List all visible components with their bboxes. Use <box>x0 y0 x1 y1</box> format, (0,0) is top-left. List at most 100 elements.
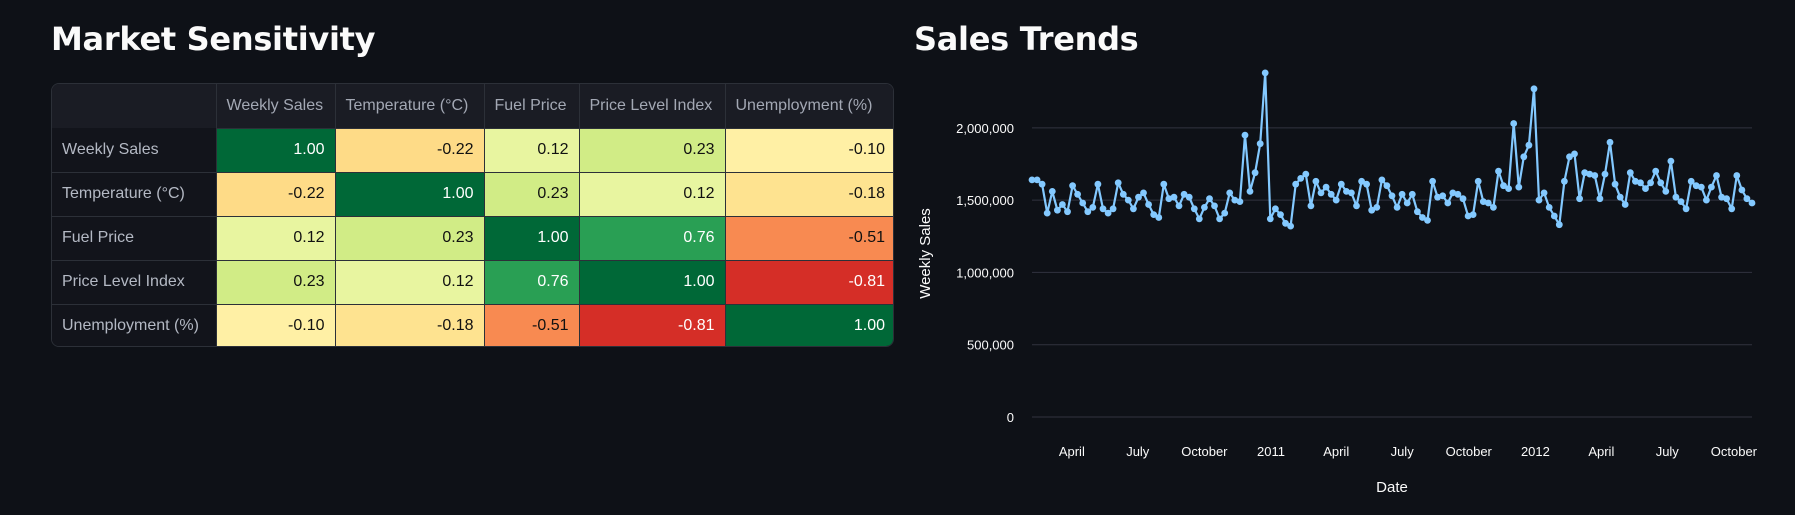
correlation-cell[interactable]: 0.23 <box>334 215 485 261</box>
data-point <box>1748 199 1756 207</box>
data-point <box>1632 177 1639 185</box>
data-point <box>1216 215 1223 223</box>
data-point <box>1429 177 1436 185</box>
data-point <box>1616 193 1624 201</box>
data-point <box>1140 189 1147 197</box>
data-point <box>1388 192 1396 200</box>
data-point <box>1500 182 1507 190</box>
data-point <box>1692 182 1700 190</box>
data-point <box>1555 221 1563 229</box>
data-point <box>1490 204 1497 211</box>
data-point <box>1566 153 1573 161</box>
correlation-cell[interactable]: 0.23 <box>578 127 726 173</box>
correlation-cell[interactable]: 0.12 <box>578 171 726 217</box>
data-point <box>1195 215 1203 223</box>
correlation-cell[interactable]: -0.22 <box>334 127 485 173</box>
correlation-cell[interactable]: 1.00 <box>483 215 580 261</box>
correlation-cell[interactable]: 0.12 <box>483 127 580 173</box>
data-point <box>1723 195 1730 203</box>
data-point <box>1708 183 1715 191</box>
x-tick-label: October <box>1446 444 1493 459</box>
correlation-cell[interactable]: 1.00 <box>334 171 485 217</box>
data-point <box>1358 177 1365 185</box>
sales-line <box>1032 71 1753 228</box>
data-point <box>1119 190 1127 198</box>
data-point <box>1733 172 1741 179</box>
column-header[interactable]: Unemployment (%) <box>724 84 893 128</box>
y-axis-title: Weekly Sales <box>917 208 934 299</box>
data-point <box>1586 170 1594 178</box>
data-point <box>1439 192 1447 200</box>
data-point <box>1069 182 1076 190</box>
data-point <box>1657 179 1665 187</box>
data-point <box>1084 208 1092 216</box>
correlation-cell[interactable]: -0.10 <box>724 127 893 173</box>
correlation-cell[interactable]: -0.18 <box>724 171 893 217</box>
data-point <box>1272 205 1279 213</box>
correlation-cell[interactable]: 1.00 <box>724 303 893 346</box>
data-point <box>1266 215 1274 223</box>
correlation-cell[interactable]: -0.81 <box>578 303 726 346</box>
data-point <box>1469 211 1477 219</box>
data-point <box>1043 209 1051 217</box>
data-point <box>1206 195 1213 203</box>
x-axis-title: Date <box>1376 479 1408 496</box>
data-point <box>1353 202 1360 210</box>
data-point <box>1576 195 1583 203</box>
column-header[interactable]: Temperature (°C) <box>334 84 485 128</box>
column-header[interactable]: Price Level Index <box>578 84 726 128</box>
data-point <box>1312 177 1320 185</box>
correlation-cell[interactable]: -0.51 <box>483 303 580 346</box>
data-point <box>1256 140 1264 148</box>
data-point <box>1277 211 1284 219</box>
data-point <box>1373 204 1381 211</box>
correlation-cell[interactable]: 0.76 <box>483 259 580 305</box>
data-point <box>1652 167 1660 175</box>
data-point <box>1297 175 1305 182</box>
data-point <box>1540 189 1548 197</box>
data-point <box>1317 189 1325 197</box>
table-corner-header <box>52 84 217 128</box>
correlation-cell[interactable]: -0.22 <box>215 171 336 217</box>
data-point <box>1637 179 1644 187</box>
data-point <box>1130 205 1137 213</box>
data-point <box>1601 170 1609 178</box>
correlation-table[interactable]: Weekly Sales Temperature (°C) Fuel Price… <box>51 83 894 347</box>
data-point <box>1606 138 1614 146</box>
data-point <box>1520 153 1528 161</box>
data-point <box>1201 204 1208 211</box>
correlation-cell[interactable]: 0.12 <box>215 215 336 261</box>
correlation-cell[interactable]: 0.12 <box>334 259 485 305</box>
row-header: Price Level Index <box>52 259 217 305</box>
data-point <box>1251 169 1259 177</box>
correlation-cell[interactable]: 0.23 <box>215 259 336 305</box>
market-sensitivity-title: Market Sensitivity <box>51 20 376 58</box>
data-point <box>1424 217 1431 224</box>
data-point <box>1550 212 1558 220</box>
column-header[interactable]: Fuel Price <box>483 84 580 128</box>
correlation-cell[interactable]: 0.76 <box>578 215 726 261</box>
data-point <box>1099 205 1107 213</box>
data-point <box>1647 179 1654 187</box>
data-point <box>1307 202 1315 210</box>
column-header[interactable]: Weekly Sales <box>215 84 336 128</box>
data-point <box>1180 190 1188 198</box>
x-tick-label: 2012 <box>1521 444 1550 459</box>
data-point <box>1145 201 1152 208</box>
correlation-cell[interactable]: -0.51 <box>724 215 893 261</box>
correlation-cell[interactable]: -0.18 <box>334 303 485 346</box>
correlation-cell[interactable]: 1.00 <box>215 127 336 173</box>
correlation-cell[interactable]: -0.81 <box>724 259 893 305</box>
table-row: Price Level Index 0.23 0.12 0.76 1.00 -0… <box>52 259 893 305</box>
data-point <box>1337 180 1345 188</box>
data-point <box>1363 180 1370 188</box>
data-point <box>1571 150 1578 158</box>
data-point <box>1231 196 1239 204</box>
data-point <box>1033 176 1041 184</box>
correlation-cell[interactable]: 1.00 <box>578 259 726 305</box>
data-point <box>1713 172 1720 179</box>
data-point <box>1596 195 1604 203</box>
data-point <box>1150 211 1158 219</box>
data-point <box>1408 190 1416 198</box>
